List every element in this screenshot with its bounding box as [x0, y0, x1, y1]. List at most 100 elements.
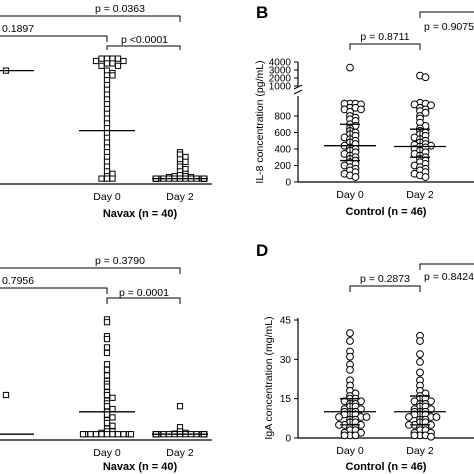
navax-point	[109, 394, 116, 401]
panel-d-ticks: 0 15 30 45	[280, 316, 298, 445]
control-point	[421, 108, 430, 117]
control-point	[346, 352, 354, 361]
panel-d-group-label: Control (n = 46)	[346, 461, 427, 473]
navax-point	[103, 349, 111, 357]
panel-a: p = 0.0363 0.1897 p <0.0001 Day 0 Day 2 …	[0, 3, 212, 220]
control-point	[340, 431, 349, 440]
navax-point	[103, 335, 111, 343]
control-point	[416, 368, 424, 377]
navax-point	[114, 62, 122, 69]
panel-b-pvalue-2: p = 0.9075	[424, 21, 474, 33]
navax-point	[103, 403, 111, 410]
panel-a-bracket-mid	[0, 35, 108, 42]
navax-point	[92, 57, 100, 65]
control-point	[346, 63, 354, 72]
navax-point	[120, 57, 127, 65]
navax-point	[103, 372, 111, 379]
panel-c-pvalue-low: p = 0.0001	[119, 287, 169, 299]
navax-point	[109, 60, 116, 67]
control-point	[416, 337, 424, 345]
panel-c-bracket-top	[0, 267, 181, 274]
panel-c-markers	[0, 316, 208, 438]
control-point	[410, 431, 419, 440]
y-tick-label: 3000	[269, 66, 292, 77]
panel-b-y-label: IL-8 concentration (pg/mL)	[254, 60, 266, 183]
panel-c-cat-day0: Day 0	[93, 447, 121, 459]
panel-a-pvalue-low: p <0.0001	[121, 34, 168, 46]
panel-b-markers	[324, 63, 446, 181]
control-point	[416, 358, 424, 366]
navax-point	[103, 366, 111, 373]
navax-point	[120, 431, 127, 438]
panel-d-y-label: IgA concentration (mg/mL)	[263, 316, 275, 439]
panel-c-cat-day2: Day 2	[166, 447, 194, 459]
y-tick-label: 200	[274, 161, 291, 172]
navax-point	[103, 175, 111, 182]
control-point	[421, 73, 430, 82]
control-point	[421, 173, 430, 181]
navax-point	[109, 431, 116, 438]
navax-point	[103, 361, 111, 368]
panel-d-markers	[324, 329, 446, 441]
control-point	[351, 431, 360, 440]
panel-d-cat-day2: Day 2	[406, 445, 434, 457]
control-point	[410, 100, 419, 109]
y-tick-label: 800	[274, 112, 291, 123]
navax-point	[114, 431, 122, 438]
control-point	[335, 413, 343, 421]
navax-point	[98, 55, 105, 62]
navax-point	[109, 422, 116, 429]
navax-point	[103, 344, 111, 351]
control-point	[346, 365, 354, 374]
navax-point	[109, 72, 116, 79]
panel-d-cat-day0: Day 0	[336, 445, 364, 457]
y-tick-label: 30	[280, 355, 292, 366]
control-point	[351, 173, 360, 181]
panel-d-bracket-2	[419, 263, 474, 270]
y-tick-label: 0	[285, 434, 291, 445]
panel-c-bracket-low	[106, 297, 181, 304]
panel-a-cat-day2: Day 2	[166, 191, 194, 203]
control-point	[357, 105, 365, 114]
navax-point	[98, 175, 105, 182]
navax-point	[103, 319, 111, 326]
control-point	[362, 413, 371, 421]
y-tick-label: 2000	[269, 74, 292, 85]
panel-letter-b: B	[256, 3, 268, 22]
control-point	[405, 413, 413, 421]
panel-c-pvalue-mid: 0.7956	[2, 275, 34, 287]
y-tick-label: 45	[280, 316, 292, 327]
navax-point	[103, 419, 111, 427]
y-tick-label: 1000	[269, 82, 292, 93]
panel-d-pvalue-1: p = 0.2873	[360, 273, 410, 285]
navax-point	[98, 62, 105, 69]
control-point	[432, 413, 441, 421]
navax-point	[87, 431, 94, 438]
navax-point	[176, 403, 184, 410]
panel-letter-d: D	[256, 241, 268, 260]
panel-b-group-label: Control (n = 46)	[346, 206, 427, 218]
y-tick-label: 15	[280, 394, 292, 405]
navax-point	[103, 383, 111, 390]
navax-point	[114, 55, 122, 62]
panel-a-bracket-low	[106, 45, 181, 50]
control-point	[427, 101, 435, 110]
navax-point	[127, 431, 135, 438]
control-point	[346, 329, 354, 338]
panel-c: p = 0.3790 0.7956 p = 0.0001 Day 0 Day 2…	[0, 255, 212, 473]
panel-c-bracket-mid	[0, 287, 108, 294]
navax-point	[103, 411, 111, 418]
navax-point	[98, 431, 105, 438]
panel-b-cat-day0: Day 0	[336, 189, 364, 201]
control-point	[346, 337, 354, 345]
panel-a-pvalue-mid: 0.1897	[2, 23, 34, 35]
panel-a-group-label: Navax (n = 40)	[103, 208, 178, 220]
control-point	[427, 432, 435, 441]
panel-d: IgA concentration (mg/mL) p = 0.2873 p =…	[263, 263, 474, 473]
panel-a-cat-day0: Day 0	[93, 191, 121, 203]
y-tick-label: 0	[285, 178, 291, 189]
panel-b-cat-day2: Day 2	[406, 189, 434, 201]
panel-a-pvalue-top: p = 0.0363	[95, 3, 145, 15]
navax-point	[103, 431, 111, 438]
